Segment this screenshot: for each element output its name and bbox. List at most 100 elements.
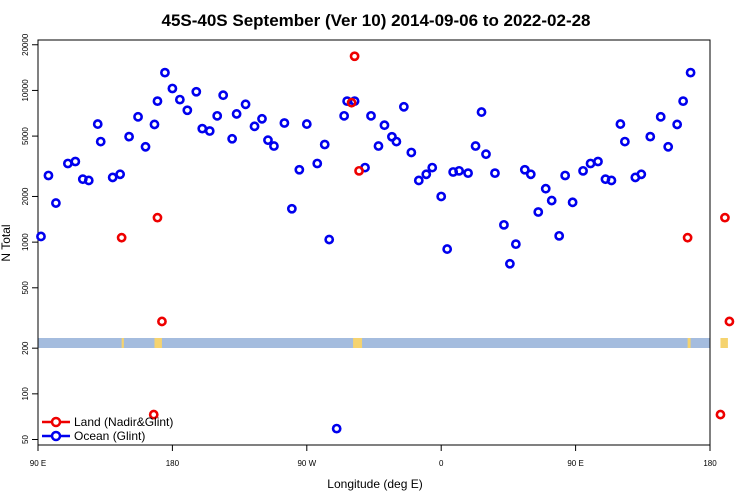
ocean-point [578, 165, 588, 176]
ocean-point [204, 126, 215, 136]
x-tick-label: 180 [703, 459, 717, 468]
ocean-point [218, 90, 229, 101]
ocean-point [249, 121, 260, 132]
ocean-point [51, 198, 61, 208]
ocean-point [107, 172, 118, 183]
ocean-point [379, 120, 390, 131]
ocean-point [294, 164, 305, 175]
ocean-point [554, 230, 565, 241]
ocean-point [331, 423, 342, 434]
y-tick-label: 200 [21, 341, 30, 355]
land-point [152, 212, 163, 223]
ocean-point [567, 197, 578, 208]
ocean-point [319, 139, 330, 150]
ocean-point [672, 119, 683, 130]
x-axis: 90 E 180 90 W 0 90 E 180 [30, 445, 717, 468]
legend-label-ocean: Ocean (Glint) [74, 429, 145, 443]
ocean-point [152, 96, 163, 107]
ocean-point [279, 118, 290, 128]
ocean-point [92, 119, 103, 129]
ocean-point [140, 141, 151, 152]
ocean-point [257, 113, 267, 124]
ocean-point [619, 136, 630, 147]
ocean-point [413, 175, 424, 186]
ocean-point [62, 158, 73, 169]
ocean-point [510, 239, 521, 250]
ocean-point [43, 170, 54, 181]
ocean-point [525, 169, 536, 180]
ocean-point [481, 149, 491, 160]
land-point [157, 316, 167, 327]
x-tick-label: 90 E [30, 459, 46, 468]
land-segment [687, 338, 691, 348]
ocean-point [133, 111, 143, 122]
land-point [724, 316, 735, 327]
y-tick-label: 50 [21, 435, 30, 444]
ocean-point [227, 133, 238, 144]
land-point [720, 212, 730, 223]
ocean-point [655, 111, 666, 122]
x-tick-label: 180 [166, 459, 180, 468]
ocean-point [533, 207, 544, 217]
ocean-point [286, 203, 297, 214]
ocean-point [115, 169, 126, 180]
x-tick-label: 0 [439, 459, 444, 468]
ocean-point [240, 99, 251, 110]
ocean-point [593, 156, 603, 167]
ocean-point [615, 119, 626, 129]
ocean-point [269, 141, 279, 151]
ocean-point [585, 158, 596, 169]
land-segment [154, 338, 162, 348]
ocean-point [463, 168, 473, 179]
ocean-point [678, 96, 689, 107]
ocean-point [504, 258, 515, 269]
y-tick-label: 1000 [21, 233, 30, 251]
ocean-point [606, 175, 617, 186]
ocean-point [373, 141, 384, 151]
y-axis-label: N Total [0, 224, 13, 261]
ocean-point [83, 175, 94, 186]
ocean-point [160, 67, 170, 78]
y-tick-label: 500 [21, 281, 30, 295]
ocean-point [324, 234, 335, 245]
ocean-point [167, 83, 178, 94]
land-point [346, 97, 357, 108]
ocean-point [339, 110, 350, 121]
land-strip [38, 338, 728, 348]
ocean-point [366, 110, 376, 121]
ocean-point [540, 183, 551, 194]
land-point [148, 409, 159, 420]
land-point [349, 51, 360, 62]
ocean-point [685, 67, 696, 78]
ocean-point [312, 158, 323, 169]
x-tick-label: 90 E [567, 459, 583, 468]
y-tick-label: 20000 [21, 33, 30, 56]
y-axis: 50 100 200 500 1000 2000 5000 10000 20000 [21, 33, 38, 444]
ocean-point [406, 147, 417, 158]
ocean-point [231, 109, 242, 119]
x-axis-label: Longitude (deg E) [327, 477, 422, 491]
legend-marker-ocean [50, 430, 62, 442]
land-segment [121, 338, 124, 348]
ocean-point [95, 136, 106, 147]
ocean-point [645, 131, 656, 142]
ocean-point [36, 231, 46, 242]
ocean-point [70, 156, 81, 167]
chart-title: 45S-40S September (Ver 10) 2014-09-06 to… [161, 11, 590, 30]
ocean-point [421, 169, 432, 180]
ocean-point [182, 105, 193, 116]
y-tick-label: 10000 [21, 79, 30, 102]
ocean-point [490, 168, 500, 179]
ocean-point [427, 162, 438, 173]
ocean-point [391, 136, 402, 147]
land-point [116, 232, 127, 243]
ocean-point [124, 131, 134, 142]
land-point [715, 409, 726, 420]
x-tick-label: 90 W [297, 459, 316, 468]
legend: Land (Nadir&Glint) Ocean (Glint) [42, 415, 173, 443]
y-tick-label: 100 [21, 387, 30, 401]
land-point [354, 165, 364, 176]
legend-marker-land [50, 416, 62, 428]
y-tick-label: 2000 [21, 187, 30, 205]
